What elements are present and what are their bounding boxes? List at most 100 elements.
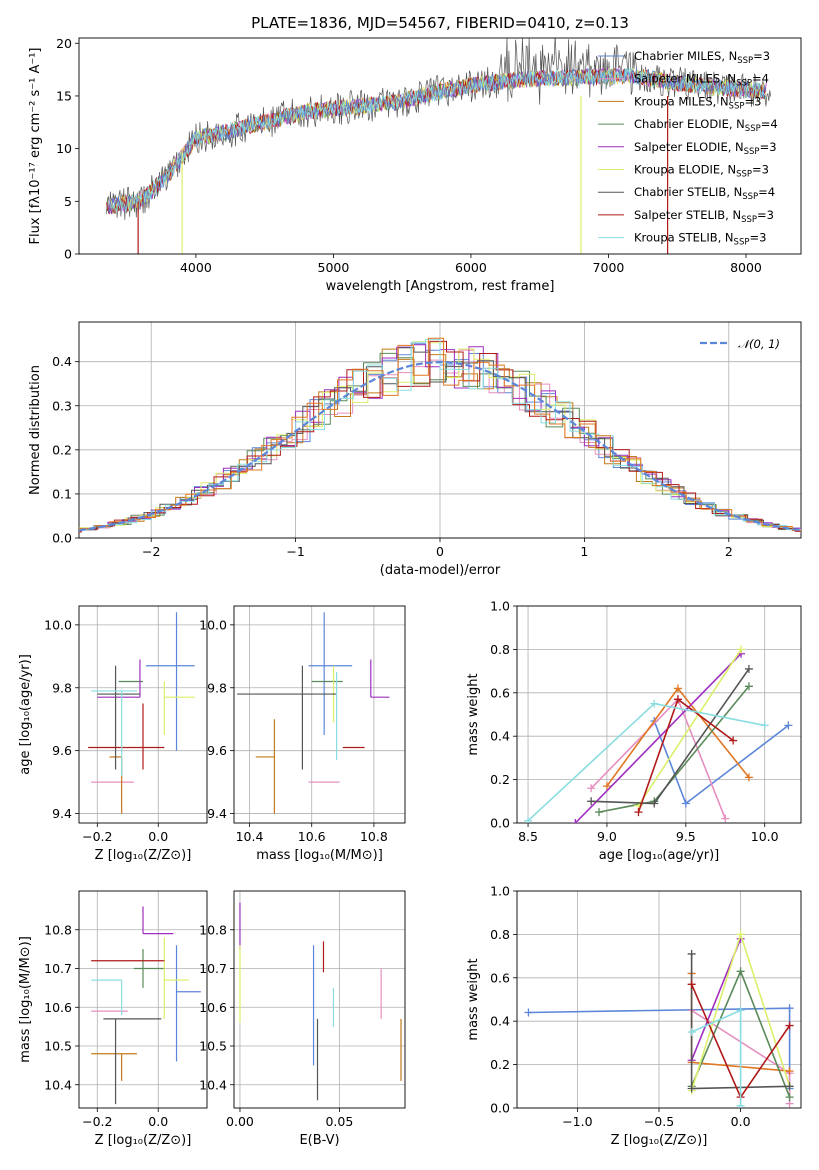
x-tick-label: −1.0 [562, 1114, 592, 1129]
x-tick-label: −2 [142, 544, 160, 559]
y-axis-label: mass weight [466, 958, 481, 1040]
errorbars [91, 906, 201, 1105]
x-tick-label: 9.0 [597, 829, 617, 844]
x-tick-label: 9.5 [676, 829, 696, 844]
errorbars [237, 612, 390, 814]
histogram-series [79, 337, 801, 532]
weight-marker [744, 682, 753, 691]
x-tick-label: 4000 [180, 260, 212, 275]
x-axis-label: mass [log₁₀(M/M⊙)] [256, 848, 383, 863]
weight-marker [736, 930, 745, 939]
weight-marker [673, 684, 682, 693]
y-tick-label: 5 [64, 194, 72, 209]
y-tick-label: 9.8 [207, 680, 227, 695]
y-tick-label: 1.0 [490, 884, 510, 899]
x-tick-label: −0.2 [82, 1114, 112, 1129]
x-tick-label: −0.5 [644, 1114, 674, 1129]
weight-marker [785, 1093, 794, 1102]
weight-marker [721, 814, 730, 823]
x-tick-label: −0.2 [82, 829, 112, 844]
weight-line [691, 1009, 742, 1106]
x-axis-label: (data-model)/error [380, 563, 501, 578]
weight-marker [785, 1021, 794, 1030]
x-tick-label: 8.5 [518, 829, 538, 844]
y-axis-label: Normed distribution [28, 365, 43, 495]
x-tick-label: −1 [286, 544, 304, 559]
weight-marker [673, 695, 682, 704]
x-tick-label: 6000 [455, 260, 487, 275]
legend-entry: Kroupa ELODIE, NSSP=3 [634, 163, 769, 180]
axes-frame [78, 605, 208, 824]
histogram-series [79, 352, 801, 532]
y-tick-label: 0.4 [490, 729, 510, 744]
y-tick-label: 1.0 [490, 599, 510, 614]
y-axis-label: mass [log₁₀(M/M⊙)] [18, 936, 33, 1063]
y-tick-label: 0.4 [490, 1014, 510, 1029]
weight-marker [744, 664, 753, 673]
legend-entry: Kroupa MILES, NSSP=3 [634, 94, 761, 111]
y-tick-label: 0.8 [490, 927, 510, 942]
x-tick-label: 10.6 [298, 829, 326, 844]
weight-marker [681, 799, 690, 808]
y-axis-label: Flux [fλ10⁻¹⁷ erg cm⁻² s⁻¹ A⁻¹] [28, 48, 43, 245]
weight-marker [784, 721, 793, 730]
weight-marker [650, 799, 659, 808]
x-tick-label: 10.4 [236, 829, 264, 844]
weight-lines [524, 645, 793, 823]
x-tick-label: 0.0 [148, 829, 168, 844]
chart-age_vs_mass: 10.4 10.6 10.8 9.4 9.6 9.8 10.0 mass [log₁₀(M/M… [199, 605, 406, 863]
weight-marker [687, 1028, 696, 1037]
axes-frame [516, 605, 802, 824]
legend-entry: 𝒩(0, 1) [738, 337, 780, 351]
y-tick-label: 10.7 [44, 961, 72, 976]
weight-marker [595, 808, 604, 817]
x-axis-label: Z [log₁₀(Z/Z⊙)] [95, 848, 192, 863]
weight-marker [687, 949, 696, 958]
y-tick-label: 0.6 [490, 970, 510, 985]
gaussian-curve [79, 360, 801, 532]
errorbars [88, 612, 195, 814]
legend-entry: Salpeter STELIB, NSSP=3 [634, 208, 774, 225]
weight-marker [760, 721, 769, 730]
y-tick-label: 0.2 [490, 1057, 510, 1072]
chart-mass_vs_ebv: 0.00 0.05 10.4 10.5 10.6 10.7 10.8 E(B-V) [199, 890, 406, 1148]
weight-marker [736, 967, 745, 976]
y-tick-label: 0.8 [490, 642, 510, 657]
y-tick-label: 15 [56, 88, 72, 103]
weight-marker [736, 1101, 745, 1108]
chart-spectrum: 4000 5000 6000 7000 8000 0 5 10 15 20 wavelength [… [28, 14, 802, 294]
x-tick-label: 10.0 [751, 829, 779, 844]
y-tick-label: 10.0 [199, 617, 227, 632]
legend-entry: Salpeter ELODIE, NSSP=3 [634, 140, 777, 157]
chart-weight_vs_Z: −1.0 −0.5 0.0 0.0 0.2 0.4 0.6 0.8 1.0 Z [log₁₀(Z/… [466, 884, 802, 1148]
weight-marker [634, 808, 643, 817]
axes-frame [78, 37, 802, 255]
y-tick-label: 9.4 [207, 806, 227, 821]
weight-marker [744, 773, 753, 782]
y-tick-label: 0 [64, 247, 72, 262]
y-tick-label: 0.2 [52, 442, 72, 457]
weight-marker [571, 819, 580, 823]
x-tick-label: 8000 [730, 260, 762, 275]
axes-frame [233, 890, 406, 1109]
histogram-series [79, 349, 801, 533]
y-tick-label: 0.0 [490, 1101, 510, 1116]
x-tick-label: 0 [436, 544, 444, 559]
x-axis-label: Z [log₁₀(Z/Z⊙)] [611, 1133, 708, 1148]
legend-entry: Chabrier ELODIE, NSSP=4 [634, 117, 778, 134]
y-tick-label: 10.5 [199, 1039, 227, 1054]
legend-entry: Salpeter MILES, NSSP=4 [634, 72, 769, 89]
x-axis-label: E(B-V) [299, 1133, 339, 1148]
y-tick-label: 10.6 [199, 1000, 227, 1015]
y-axis-label: age [log₁₀(age/yr)] [18, 654, 33, 775]
x-axis-label: Z [log₁₀(Z/Z⊙)] [95, 1133, 192, 1148]
legend-entry: Chabrier MILES, NSSP=3 [634, 49, 770, 66]
weight-line [653, 720, 789, 805]
x-tick-label: 0.00 [226, 1114, 254, 1129]
x-tick-label: 0.0 [148, 1114, 168, 1129]
y-tick-label: 0.2 [490, 772, 510, 787]
weight-marker [785, 1004, 794, 1013]
y-tick-label: 0.0 [490, 816, 510, 831]
weight-marker [524, 1008, 533, 1017]
